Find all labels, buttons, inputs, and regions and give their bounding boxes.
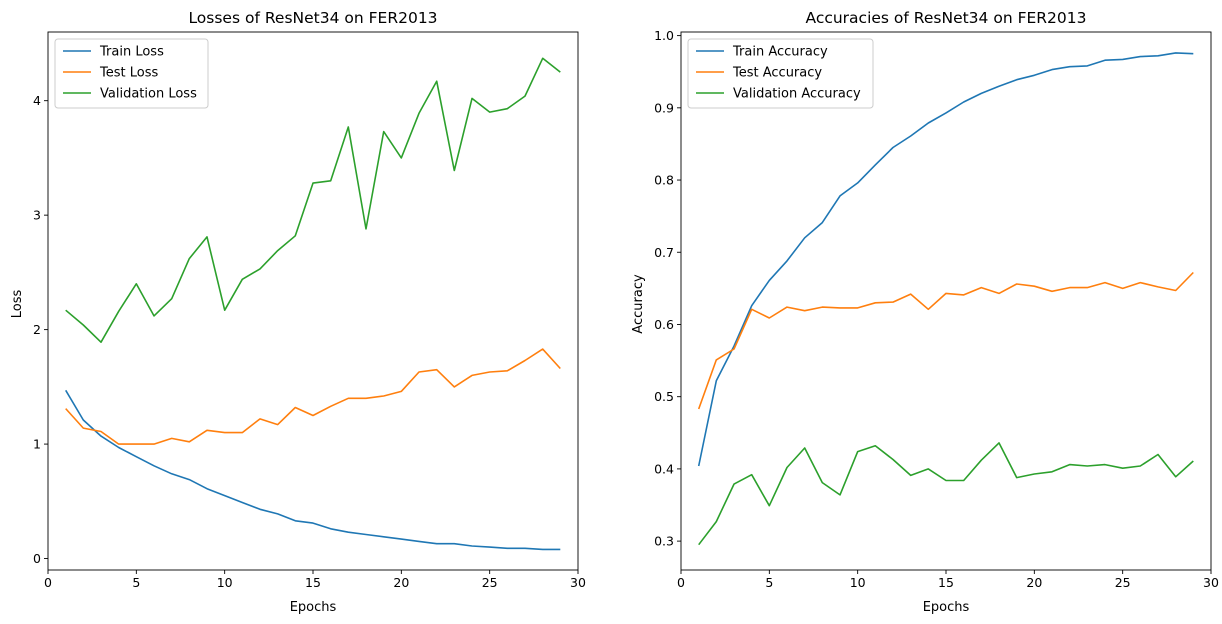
accuracy-series-line-train-accuracy (697, 52, 1194, 467)
accuracy-series-line-validation-accuracy (698, 442, 1194, 546)
accuracy-ytick-label: 1.0 (654, 28, 674, 43)
loss-xtick-label: 15 (305, 575, 321, 590)
loss-xtick-label: 10 (217, 575, 233, 590)
accuracy-xtick-label: 25 (1115, 575, 1131, 590)
loss-xtick-label: 0 (44, 575, 52, 590)
accuracy-legend-label: Train Accuracy (732, 45, 828, 60)
accuracy-xtick-label: 15 (938, 575, 954, 590)
loss-series-line-train-loss (65, 389, 561, 551)
loss-chart-ylabel: Loss (10, 290, 25, 319)
loss-legend-label: Test Loss (99, 66, 158, 81)
accuracy-xtick-label: 10 (850, 575, 866, 590)
accuracy-legend-label: Validation Accuracy (733, 87, 861, 102)
loss-xtick-label: 5 (132, 575, 140, 590)
accuracy-series-line-test-accuracy (697, 271, 1194, 410)
loss-xtick-label: 25 (482, 575, 498, 590)
loss-legend-label: Train Loss (99, 45, 164, 60)
accuracy-xtick-label: 30 (1203, 575, 1219, 590)
accuracy-chart-xlabel: Epochs (923, 600, 970, 615)
loss-ytick-label: 2 (33, 322, 41, 337)
loss-legend (54, 38, 209, 109)
accuracy-ytick-label: 0.7 (654, 245, 674, 260)
loss-chart-title: Losses of ResNet34 on FER2013 (188, 9, 437, 27)
accuracy-xtick-label: 20 (1026, 575, 1042, 590)
accuracy-xtick-label: 5 (765, 575, 773, 590)
accuracy-chart-ylabel: Accuracy (631, 274, 646, 334)
accuracy-ytick-label: 0.5 (654, 389, 674, 404)
accuracy-ytick-label: 0.8 (654, 173, 674, 188)
loss-legend-label: Validation Loss (100, 87, 197, 102)
accuracy-ytick-label: 0.6 (654, 317, 674, 332)
loss-ytick-label: 4 (33, 93, 41, 108)
loss-series-line-validation-loss (65, 57, 561, 344)
loss-chart-xlabel: Epochs (290, 600, 337, 615)
loss-axes-frame (47, 31, 579, 571)
accuracy-ytick-label: 0.4 (654, 461, 674, 476)
loss-chart: Losses of ResNet34 on FER2013 Epochs Los… (10, 9, 586, 615)
accuracy-chart-title: Accuracies of ResNet34 on FER2013 (805, 9, 1086, 27)
accuracy-legend-label: Test Accuracy (732, 66, 822, 81)
accuracy-chart: Accuracies of ResNet34 on FER2013 Epochs… (631, 9, 1219, 615)
accuracy-xtick-label: 0 (677, 575, 685, 590)
accuracy-ytick-label: 0.9 (654, 100, 674, 115)
loss-xtick-label: 20 (393, 575, 409, 590)
loss-ytick-label: 3 (33, 208, 41, 223)
loss-xtick-label: 30 (570, 575, 586, 590)
loss-series-line-test-loss (65, 348, 561, 445)
accuracy-ytick-label: 0.3 (654, 534, 674, 549)
accuracy-legend (687, 38, 874, 109)
loss-ytick-label: 0 (33, 551, 41, 566)
loss-ytick-label: 1 (33, 437, 41, 452)
